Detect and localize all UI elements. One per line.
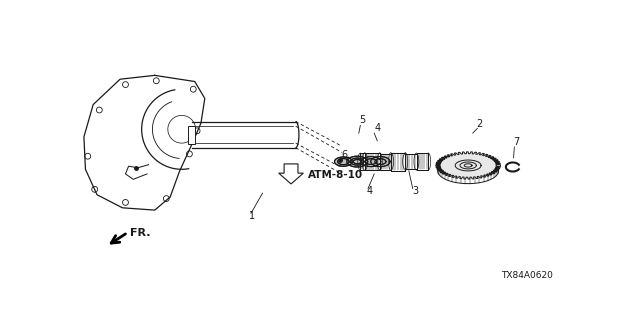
Polygon shape [371, 156, 390, 167]
Polygon shape [335, 157, 352, 166]
Polygon shape [362, 156, 381, 167]
Text: 5: 5 [359, 115, 365, 125]
Text: 3: 3 [413, 186, 419, 196]
Polygon shape [279, 164, 303, 184]
Text: FR.: FR. [130, 228, 150, 238]
Text: 2: 2 [476, 119, 482, 129]
Text: 4: 4 [374, 123, 380, 133]
Text: 4: 4 [367, 186, 372, 196]
Text: 6: 6 [342, 150, 348, 160]
Bar [188, 126, 195, 144]
Polygon shape [436, 152, 500, 179]
Polygon shape [347, 156, 367, 167]
Text: 7: 7 [513, 137, 519, 147]
Text: 1: 1 [249, 211, 255, 221]
Text: ATM-8-10: ATM-8-10 [308, 171, 363, 180]
Text: TX84A0620: TX84A0620 [500, 271, 552, 280]
